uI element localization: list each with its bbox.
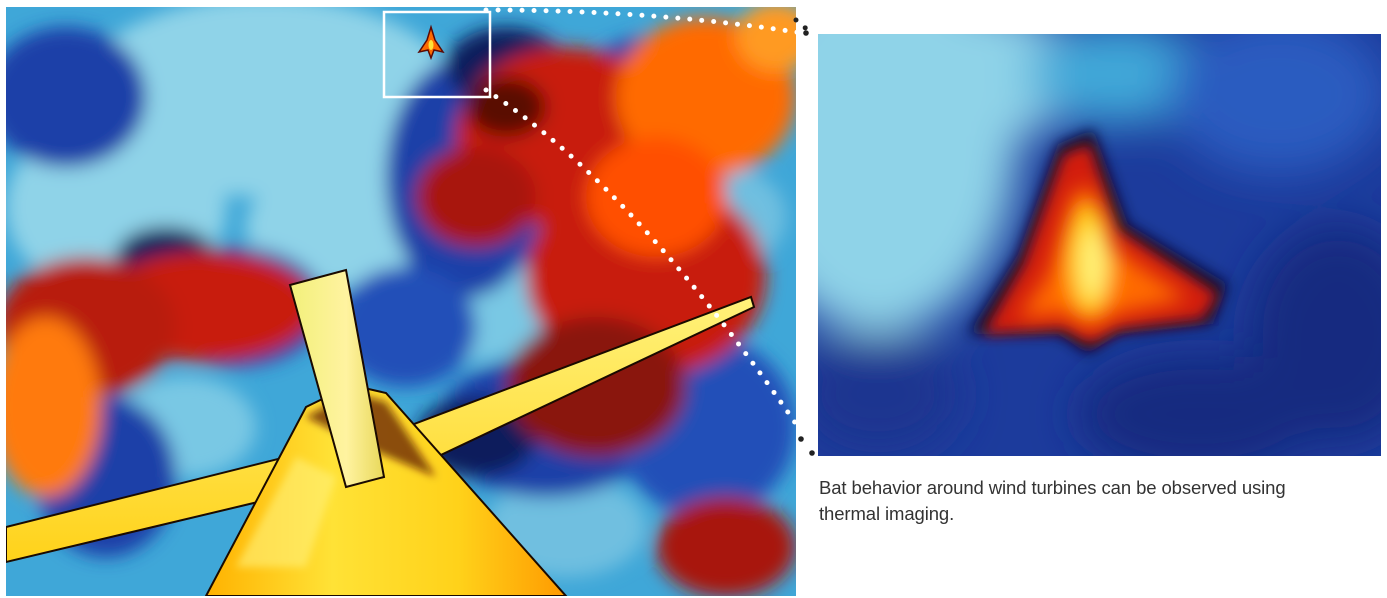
zoomed-bat-scene	[818, 34, 1381, 456]
zoom-highlight-box	[382, 10, 492, 99]
callout-dot-top	[803, 30, 809, 36]
inset-sky	[818, 34, 1381, 456]
thermal-image-main	[6, 7, 796, 596]
thermal-image-inset	[818, 34, 1381, 456]
thermal-scene	[6, 7, 796, 596]
bat-icon	[417, 24, 445, 61]
callout-dot-bottom	[809, 450, 815, 456]
figure-caption: Bat behavior around wind turbines can be…	[819, 477, 1286, 524]
callout-line-top-outer	[793, 17, 815, 36]
turbine-blade-vertical	[288, 268, 386, 489]
bat-core-zoomed	[1018, 184, 1188, 329]
callout-dot-mid	[798, 436, 804, 442]
